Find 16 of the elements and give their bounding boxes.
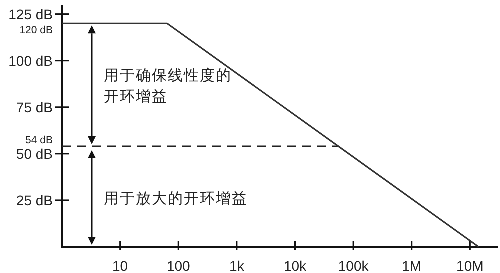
x-tick-label: 10 xyxy=(112,258,128,273)
y-tick-label: 75 dB xyxy=(16,99,53,116)
y-tick-label: 100 dB xyxy=(8,52,53,69)
y-tick-label: 50 dB xyxy=(16,146,53,162)
x-tick-label: 100 xyxy=(166,258,191,273)
x-tick-label: 1k xyxy=(230,258,246,273)
x-tick-label: 1M xyxy=(402,258,422,273)
annotation: 用于确保线性度的开环增益 xyxy=(104,66,232,106)
y-tick-label: 125 dB xyxy=(8,6,53,22)
x-tick-label: 10k xyxy=(284,258,308,273)
x-tick-label: 100k xyxy=(338,258,370,273)
y-tick-label: 54 dB xyxy=(26,134,53,146)
x-tick-label: 10M xyxy=(456,258,484,273)
y-tick-label: 120 dB xyxy=(20,24,53,37)
annotation: 用于放大的开环增益 xyxy=(104,190,248,208)
y-tick-label: 25 dB xyxy=(16,192,53,208)
